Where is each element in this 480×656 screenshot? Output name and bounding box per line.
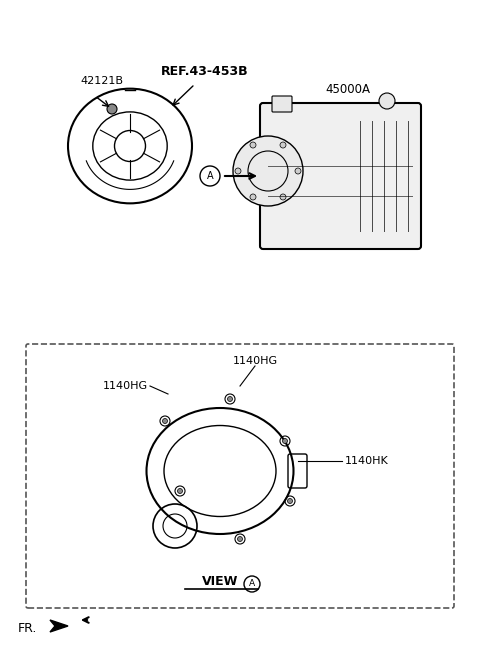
Circle shape xyxy=(163,419,168,424)
Circle shape xyxy=(250,194,256,200)
Circle shape xyxy=(250,142,256,148)
Text: FR.: FR. xyxy=(18,621,37,634)
Circle shape xyxy=(228,396,232,401)
Text: 45000A: 45000A xyxy=(325,83,370,96)
Circle shape xyxy=(178,489,182,493)
Circle shape xyxy=(280,142,286,148)
Text: 1140HG: 1140HG xyxy=(103,381,148,391)
Circle shape xyxy=(283,438,288,443)
FancyBboxPatch shape xyxy=(272,96,292,112)
Polygon shape xyxy=(50,620,68,632)
Text: REF.43-453B: REF.43-453B xyxy=(161,65,249,78)
Circle shape xyxy=(280,194,286,200)
Text: A: A xyxy=(249,579,255,588)
Circle shape xyxy=(288,499,292,504)
Circle shape xyxy=(295,168,301,174)
Circle shape xyxy=(233,136,303,206)
Circle shape xyxy=(107,104,117,114)
Text: 42121B: 42121B xyxy=(80,76,123,86)
Circle shape xyxy=(238,537,242,541)
Circle shape xyxy=(235,168,241,174)
Text: 1140HG: 1140HG xyxy=(232,356,277,366)
Text: A: A xyxy=(207,171,213,181)
FancyBboxPatch shape xyxy=(260,103,421,249)
Text: VIEW: VIEW xyxy=(202,575,238,588)
Text: 1140HK: 1140HK xyxy=(345,456,389,466)
Circle shape xyxy=(379,93,395,109)
